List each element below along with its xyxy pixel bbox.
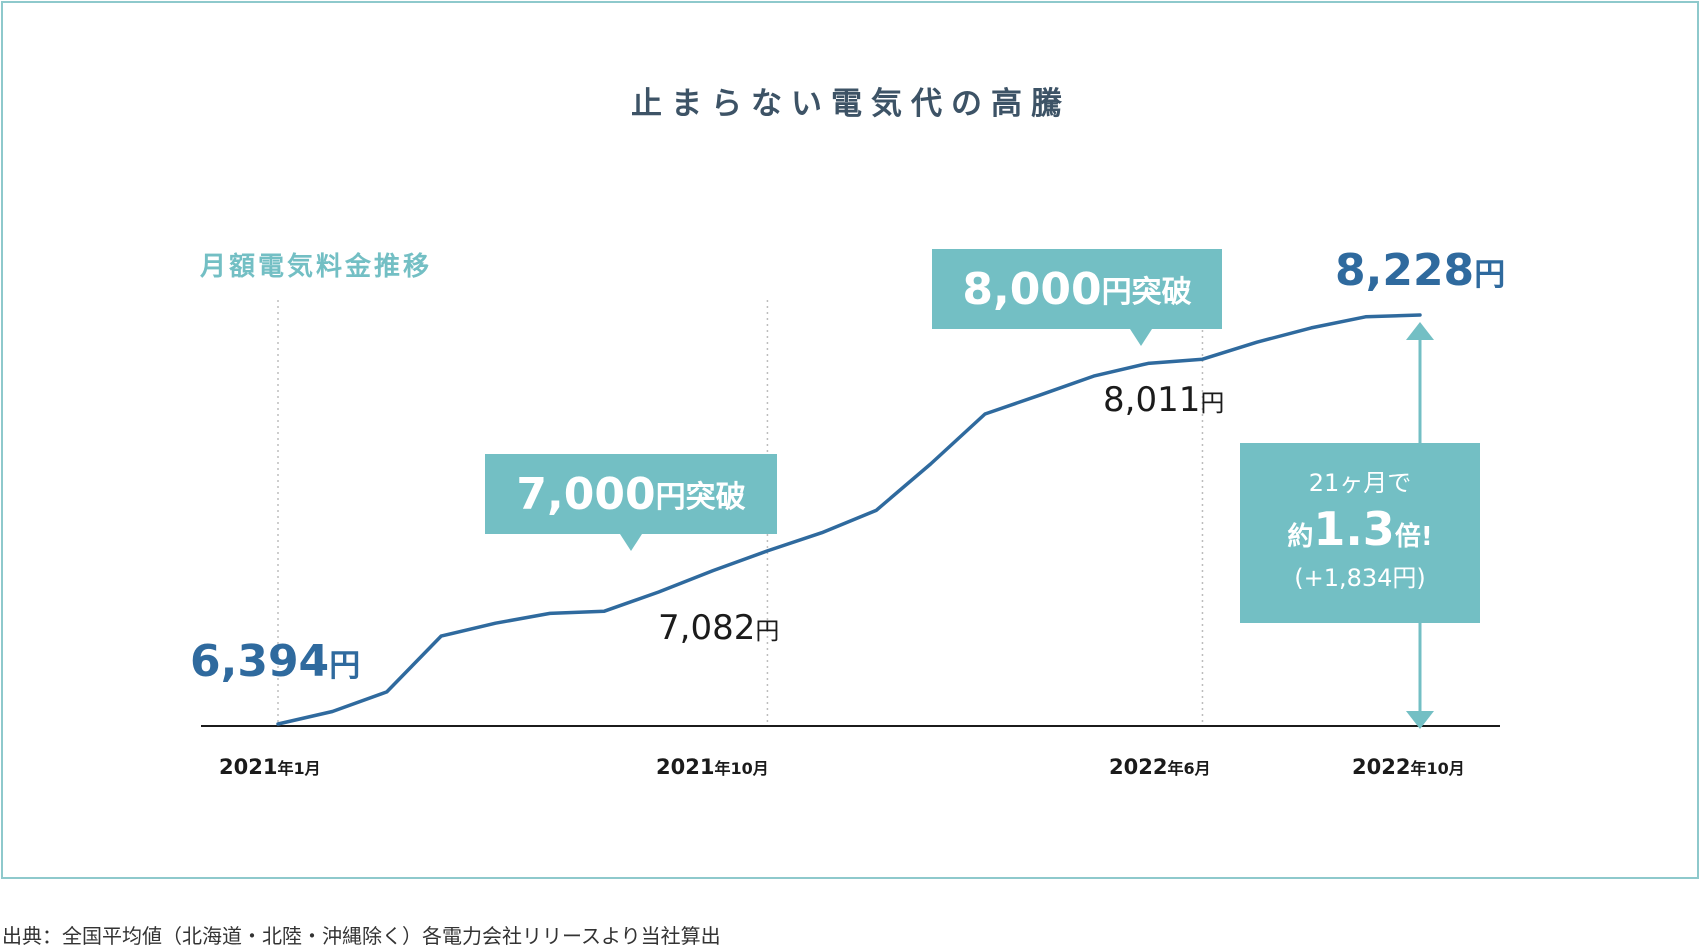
growth-callout: 21ヶ月で 約1.3倍! (+1,834円) — [1240, 443, 1480, 623]
data-label-end: 8,228円 — [1335, 245, 1505, 296]
growth-ratio-row: 約1.3倍! — [1240, 502, 1480, 556]
callout-7000-unit: 円突破 — [655, 480, 746, 515]
growth-period: 21ヶ月で — [1308, 469, 1412, 497]
callout-7000-value: 7,000 — [516, 468, 656, 520]
series-label: 月額電気料金推移 — [200, 252, 433, 282]
data-label-jun2022-unit: 円 — [1200, 389, 1225, 417]
series-line — [276, 313, 1422, 726]
data-label-start: 6,394円 — [190, 636, 360, 687]
chart-frame — [1, 1, 1699, 879]
x-tick-month: 年10月 — [714, 759, 769, 778]
data-label-oct2021: 7,082円 — [658, 608, 779, 648]
growth-diff: (+1,834円) — [1294, 564, 1426, 592]
data-label-oct2021-unit: 円 — [755, 617, 780, 645]
x-tick-year: 2022 — [1352, 755, 1411, 779]
x-tick-month: 年10月 — [1410, 759, 1465, 778]
x-tick-year: 2021 — [219, 755, 278, 779]
x-tick-month: 年1月 — [277, 759, 321, 778]
data-label-end-value: 8,228 — [1335, 245, 1475, 296]
x-tick-2022-10: 2022年10月 — [1352, 755, 1465, 779]
callout-7000: 7,000 円突破 — [485, 454, 777, 534]
callout-8000: 8,000 円突破 — [932, 249, 1222, 329]
growth-prefix: 約 — [1287, 522, 1314, 552]
growth-suffix: 倍! — [1394, 522, 1433, 552]
x-tick-year: 2021 — [656, 755, 715, 779]
callout-8000-unit: 円突破 — [1101, 275, 1192, 310]
x-tick-2021-01: 2021年1月 — [219, 755, 321, 779]
x-tick-month: 年6月 — [1167, 759, 1211, 778]
data-label-oct2021-value: 7,082 — [658, 608, 756, 648]
callout-8000-value: 8,000 — [962, 263, 1102, 315]
data-label-jun2022: 8,011円 — [1103, 380, 1224, 420]
data-label-jun2022-value: 8,011 — [1103, 380, 1201, 420]
data-label-end-unit: 円 — [1474, 257, 1506, 293]
x-tick-2021-10: 2021年10月 — [656, 755, 769, 779]
growth-ratio: 1.3 — [1313, 502, 1395, 556]
x-tick-2022-06: 2022年6月 — [1109, 755, 1211, 779]
data-label-start-value: 6,394 — [190, 636, 330, 687]
source-note: 出典：全国平均値（北海道・北陸・沖縄除く）各電力会社リリースより当社算出 — [2, 924, 721, 948]
x-tick-year: 2022 — [1109, 755, 1168, 779]
chart-title: 止まらない電気代の高騰 — [631, 86, 1071, 122]
vertical-guides — [277, 300, 1204, 726]
data-label-start-unit: 円 — [329, 648, 361, 684]
